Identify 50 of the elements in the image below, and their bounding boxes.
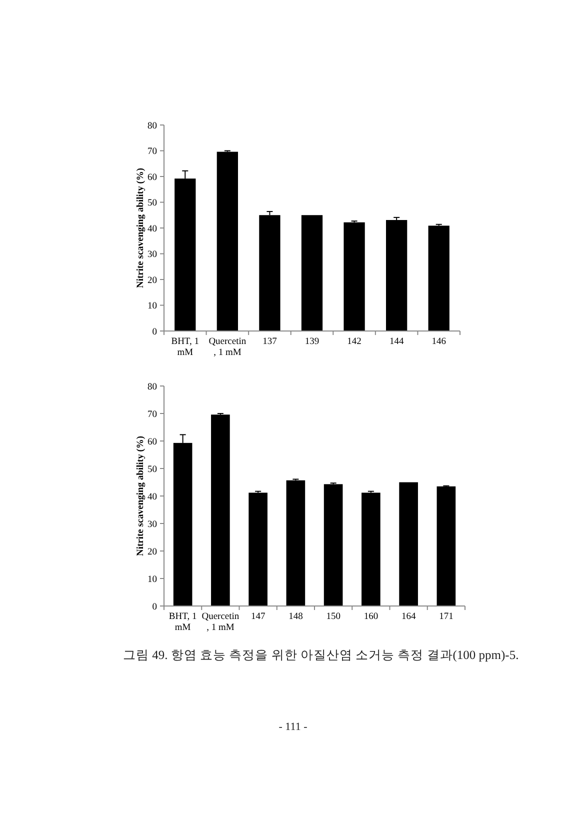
x-tick-label: BHT, 1 mM [168, 612, 197, 633]
y-tick-label: 0 [152, 602, 158, 612]
x-tick-label: 150 [326, 612, 341, 622]
bar [399, 482, 418, 606]
x-tick-label: 139 [304, 337, 320, 347]
y-tick-label: 30 [148, 250, 158, 260]
y-tick-label: 20 [148, 276, 158, 286]
bar [362, 492, 380, 606]
y-tick-label: 10 [148, 302, 158, 312]
y-tick-label: 20 [148, 547, 158, 558]
bar [324, 484, 343, 606]
y-tick-label: 60 [148, 437, 158, 448]
x-tick-label: 148 [288, 612, 304, 622]
y-axis-title: Nitrite scavenging ability (%) [136, 436, 146, 556]
x-tick-label: 171 [439, 612, 454, 622]
y-tick-label: 70 [148, 410, 158, 420]
y-tick-label: 0 [152, 327, 158, 338]
caption: 그림 49. 항염 효능 측정을 위한 아질산염 소거능 측정 결과(100 ppm)-5. [123, 647, 520, 664]
bar [216, 152, 238, 331]
x-tick-label: 147 [250, 612, 266, 622]
x-tick-label: 164 [401, 612, 416, 622]
x-tick-label: Quercetin , 1 mM [202, 612, 240, 633]
bar [248, 492, 268, 606]
x-tick-label: 142 [347, 337, 362, 347]
y-tick-label: 70 [148, 147, 158, 158]
y-tick-label: 40 [148, 492, 158, 502]
bar [211, 414, 230, 606]
x-tick-label: 146 [432, 337, 446, 347]
x-tick-label: 137 [262, 337, 278, 347]
y-tick-label: 80 [148, 121, 158, 132]
y-tick-label: 80 [148, 382, 158, 392]
y-tick-label: 50 [148, 198, 158, 209]
y-tick-label: 10 [148, 574, 158, 585]
bar [386, 220, 408, 331]
y-axis-title: Nitrite scavenging ability (%) [136, 168, 146, 288]
x-tick-label: 160 [364, 612, 378, 622]
bar [428, 226, 450, 331]
x-tick-label: BHT, 1 mM [171, 337, 200, 358]
x-tick-label: Quercetin , 1 mM [208, 337, 246, 358]
bar [344, 222, 365, 331]
text: - 111 - [278, 720, 308, 735]
bar [301, 215, 323, 331]
bar [436, 486, 456, 606]
bar [259, 215, 280, 331]
bar [286, 480, 306, 606]
y-tick-label: 60 [148, 172, 158, 183]
x-tick-label: 144 [389, 337, 404, 347]
y-tick-label: 30 [148, 520, 158, 530]
y-tick-label: 50 [148, 464, 158, 475]
y-tick-label: 40 [148, 224, 158, 234]
